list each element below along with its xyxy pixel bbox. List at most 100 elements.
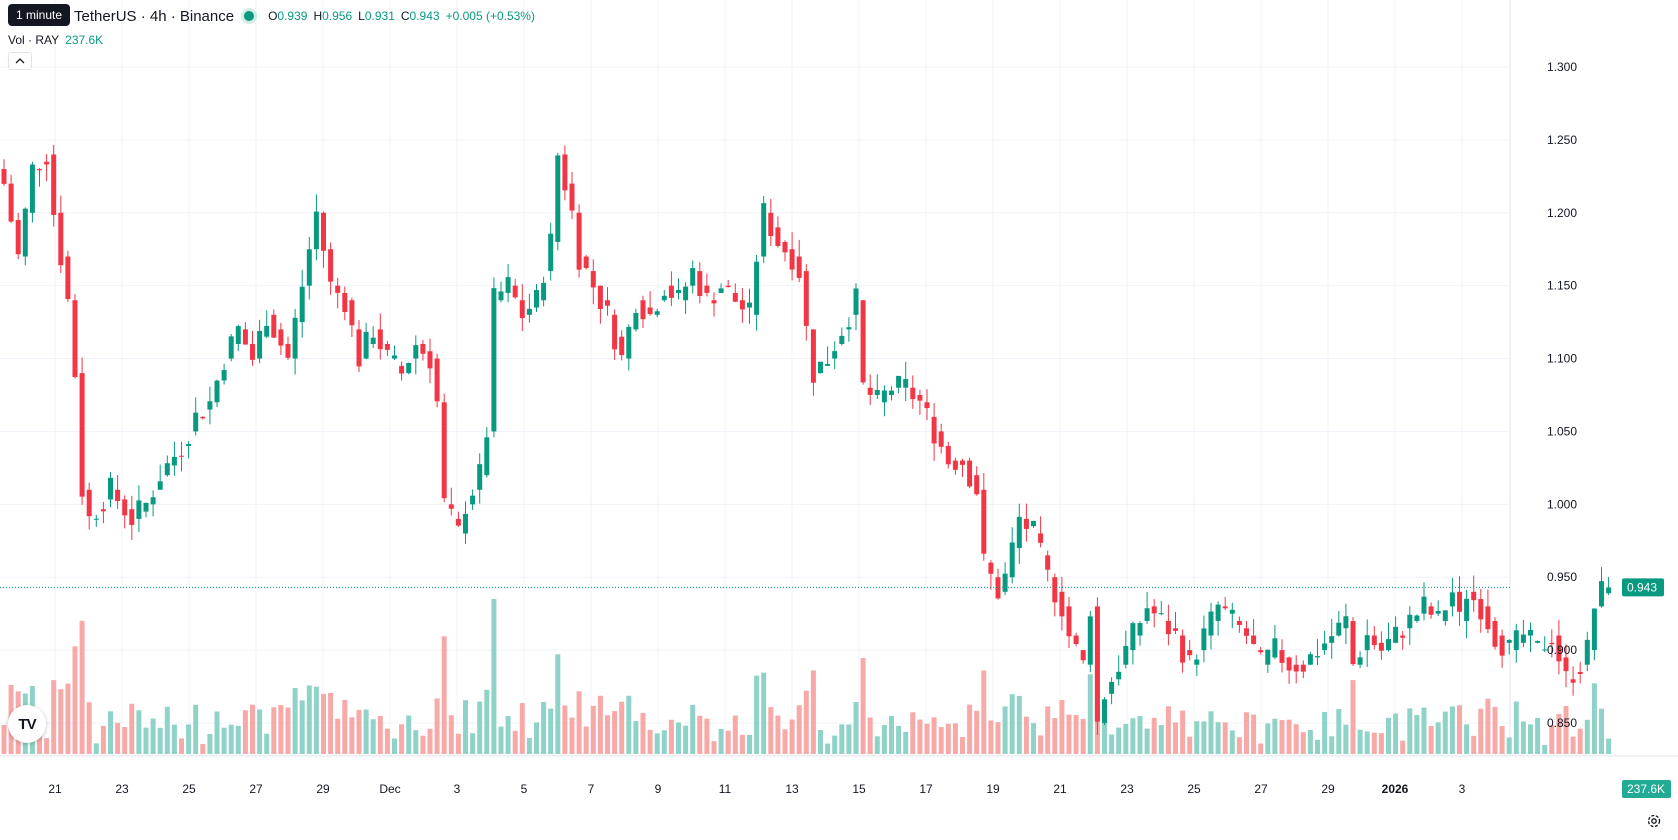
close-label: C — [400, 9, 410, 23]
candle-body — [1577, 671, 1583, 674]
symbol-title[interactable]: TetherUS · 4h · Binance — [74, 7, 235, 25]
volume-bar — [1407, 708, 1413, 754]
volume-bar — [910, 712, 916, 754]
candle-body — [1109, 681, 1115, 694]
volume-bar — [1606, 738, 1612, 754]
candle-body — [299, 286, 305, 323]
gear-icon[interactable] — [1646, 813, 1662, 829]
candle-body — [228, 336, 234, 359]
volume-bar — [626, 695, 632, 754]
candle-body — [242, 329, 248, 345]
volume-bar — [853, 702, 859, 754]
volume-bar — [1272, 718, 1278, 754]
candle-body — [79, 373, 85, 497]
candle-body — [207, 401, 213, 410]
volume-bar — [732, 715, 738, 754]
volume-bar — [1591, 683, 1597, 754]
volume-bar — [271, 707, 277, 754]
volume-bar — [1400, 740, 1406, 754]
volume-bar — [1, 724, 7, 754]
volume-bar — [65, 683, 71, 754]
volume-bar — [356, 709, 362, 754]
candle-body — [732, 292, 738, 302]
volume-bar — [590, 705, 596, 754]
candle-body — [1045, 555, 1051, 570]
candle-body — [58, 212, 64, 266]
volume-bar — [974, 710, 980, 754]
candle-body — [115, 489, 121, 502]
time-tick-label: 21 — [1053, 782, 1067, 796]
time-axis[interactable]: 21 23 25 27 29 Dec 3 5 7 9 11 13 15 17 19 21 23 25 27 29 202… — [48, 782, 1465, 796]
volume-bar — [676, 722, 681, 754]
candle-body — [1307, 654, 1313, 665]
volume-bar — [945, 723, 951, 754]
volume-bar — [1542, 744, 1548, 754]
candle-body — [761, 203, 767, 257]
volume-bar — [1421, 707, 1427, 754]
candle-body — [1343, 616, 1349, 629]
time-tick-label: 21 — [48, 782, 62, 796]
volume-bar — [335, 718, 341, 754]
candle-body — [463, 513, 468, 534]
volume-bar — [718, 728, 724, 754]
candle-body — [690, 268, 696, 286]
volume-legend[interactable]: Vol · RAY 237.6K — [8, 33, 103, 47]
collapse-legend-button[interactable] — [8, 52, 32, 70]
candle-body — [221, 369, 227, 381]
candle-body — [271, 314, 277, 338]
volume-bar — [1052, 718, 1058, 754]
time-tick-label: 19 — [986, 782, 1000, 796]
volume-bar — [86, 702, 92, 754]
market-status-icon — [244, 11, 255, 21]
volume-tag: 237.6K — [1622, 780, 1671, 798]
volume-bar — [874, 736, 880, 754]
candle-body — [1322, 643, 1328, 651]
candle-body — [455, 518, 461, 526]
candle-body — [668, 285, 674, 298]
volume-bar — [242, 710, 248, 754]
candle-body — [945, 446, 951, 465]
candle-body — [718, 288, 724, 293]
candle-body — [1492, 620, 1498, 647]
candle-body — [661, 295, 667, 301]
time-tick-label: 13 — [785, 782, 799, 796]
volume-bar — [1173, 722, 1178, 754]
volume-bar — [44, 738, 50, 754]
volume-bar — [690, 704, 696, 754]
candle-body — [399, 365, 405, 374]
volume-bar — [782, 729, 788, 754]
volume-bar — [264, 733, 270, 754]
candle-body — [1357, 657, 1363, 665]
candle-body — [711, 300, 717, 304]
candle-body — [981, 489, 987, 554]
price-axis[interactable]: 1.300 1.250 1.200 1.150 1.100 1.050 1.000 0.950… — [1547, 60, 1577, 730]
volume-bar — [967, 704, 973, 754]
candle-body — [37, 169, 42, 171]
open-value: 0.939 — [277, 9, 308, 23]
volume-bar — [534, 722, 539, 754]
candle-body — [1350, 620, 1356, 665]
volume-bar — [399, 724, 405, 754]
candle-body — [846, 327, 852, 330]
candle-body — [1520, 634, 1526, 643]
candles — [1, 144, 1612, 735]
volume-bar — [1180, 710, 1186, 754]
candle-body — [534, 290, 539, 308]
volume-bar — [803, 690, 809, 754]
candle-body — [250, 343, 255, 360]
tradingview-logo-icon[interactable]: TV — [8, 705, 46, 743]
volume-bar — [896, 725, 902, 754]
candle-body — [1031, 520, 1036, 527]
volume-bar — [654, 733, 660, 754]
candle-body — [1371, 635, 1377, 646]
volume-bar — [860, 658, 866, 754]
candle-body — [1002, 573, 1008, 592]
volume-bar — [846, 724, 852, 754]
candle-body — [470, 495, 476, 505]
volume-bar — [711, 741, 717, 754]
candle-body — [1116, 671, 1122, 680]
candle-body — [1400, 635, 1406, 638]
